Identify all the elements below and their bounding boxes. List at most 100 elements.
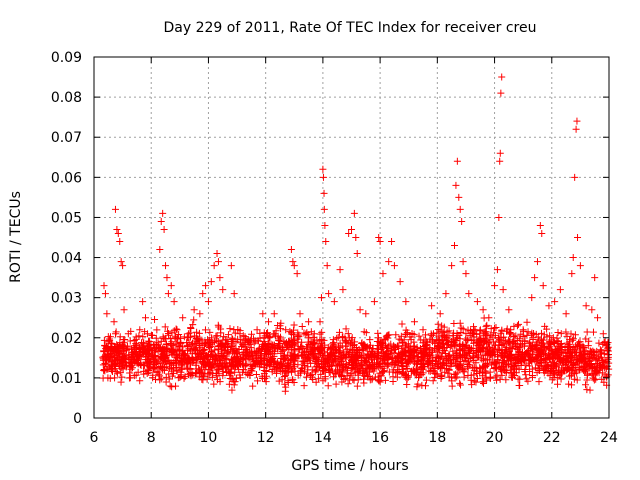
data-point xyxy=(316,343,324,351)
data-point xyxy=(206,344,214,352)
data-point xyxy=(166,382,174,390)
data-point xyxy=(496,157,504,165)
data-point xyxy=(390,366,398,374)
data-point xyxy=(199,372,207,380)
x-tick-labels: 6 8 10 12 14 16 18 20 22 24 xyxy=(90,430,618,446)
data-point xyxy=(476,327,484,335)
x-axis-label: GPS time / hours xyxy=(291,458,408,474)
data-point xyxy=(249,382,257,390)
data-point xyxy=(321,341,329,349)
data-point xyxy=(353,250,361,258)
data-point xyxy=(533,258,541,266)
data-point xyxy=(591,274,599,282)
data-point xyxy=(119,262,127,270)
data-point xyxy=(228,386,236,394)
data-point xyxy=(165,364,173,372)
data-point xyxy=(323,262,331,270)
data-point xyxy=(210,380,218,388)
data-point xyxy=(422,331,430,339)
data-point xyxy=(235,366,243,374)
data-point xyxy=(300,350,308,358)
data-point xyxy=(189,321,197,329)
data-point xyxy=(459,258,467,266)
data-point xyxy=(161,323,169,331)
data-point xyxy=(147,331,155,339)
data-point xyxy=(99,361,107,369)
x-tick-label: 20 xyxy=(486,430,504,446)
data-point xyxy=(380,353,388,361)
y-tick-label: 0.01 xyxy=(51,371,82,387)
data-point xyxy=(352,234,360,241)
data-point xyxy=(344,380,352,388)
data-point xyxy=(134,368,142,376)
data-point xyxy=(294,338,302,346)
data-point xyxy=(275,340,283,348)
data-point xyxy=(252,370,260,378)
data-point xyxy=(219,372,227,380)
data-point xyxy=(230,326,238,334)
data-point xyxy=(162,353,170,361)
data-point xyxy=(348,346,356,354)
chart-title: Day 229 of 2011, Rate Of TEC Index for r… xyxy=(163,20,536,36)
data-point xyxy=(165,375,173,383)
data-point xyxy=(285,364,293,372)
data-point xyxy=(232,338,240,346)
data-point xyxy=(157,375,165,383)
data-point xyxy=(422,345,430,353)
data-point xyxy=(496,149,504,157)
data-point xyxy=(376,378,384,386)
data-point xyxy=(222,368,230,376)
data-point xyxy=(135,332,143,340)
data-point xyxy=(403,380,411,388)
data-point xyxy=(329,358,337,366)
data-point xyxy=(349,376,357,384)
data-point xyxy=(344,330,352,338)
data-point xyxy=(455,193,463,201)
data-point xyxy=(143,330,151,338)
data-point xyxy=(157,344,165,352)
x-tick-label: 18 xyxy=(428,430,446,446)
data-point xyxy=(270,341,278,349)
data-point xyxy=(568,270,576,278)
data-point xyxy=(101,290,109,298)
data-point xyxy=(139,343,147,351)
data-point xyxy=(458,217,466,225)
data-point xyxy=(557,375,565,383)
data-point xyxy=(220,333,228,341)
data-point xyxy=(434,320,442,328)
data-point xyxy=(384,331,392,339)
data-point xyxy=(212,336,220,344)
data-point xyxy=(388,355,396,363)
data-point xyxy=(178,364,186,372)
data-point xyxy=(402,362,410,370)
data-point xyxy=(353,365,361,373)
data-point xyxy=(569,254,577,262)
data-point xyxy=(162,262,170,270)
data-point xyxy=(142,356,150,364)
data-point xyxy=(294,371,302,379)
data-point xyxy=(196,353,204,361)
data-point xyxy=(456,319,464,327)
data-point xyxy=(284,342,292,350)
data-point xyxy=(395,367,403,375)
data-point xyxy=(111,205,119,213)
data-point xyxy=(485,314,493,322)
data-point xyxy=(278,344,286,352)
data-point xyxy=(215,362,223,370)
data-point xyxy=(232,374,240,382)
data-point xyxy=(290,335,298,343)
data-point xyxy=(427,330,435,338)
data-point xyxy=(505,306,513,314)
data-point xyxy=(328,362,336,370)
data-point xyxy=(163,352,171,360)
data-point xyxy=(290,360,298,368)
data-point xyxy=(329,373,337,381)
data-point xyxy=(448,382,456,390)
data-point xyxy=(281,387,289,395)
data-point xyxy=(360,379,368,387)
data-point xyxy=(343,347,351,355)
data-point xyxy=(320,360,328,368)
data-point xyxy=(571,173,579,181)
data-point xyxy=(188,350,196,358)
data-point xyxy=(365,344,373,352)
